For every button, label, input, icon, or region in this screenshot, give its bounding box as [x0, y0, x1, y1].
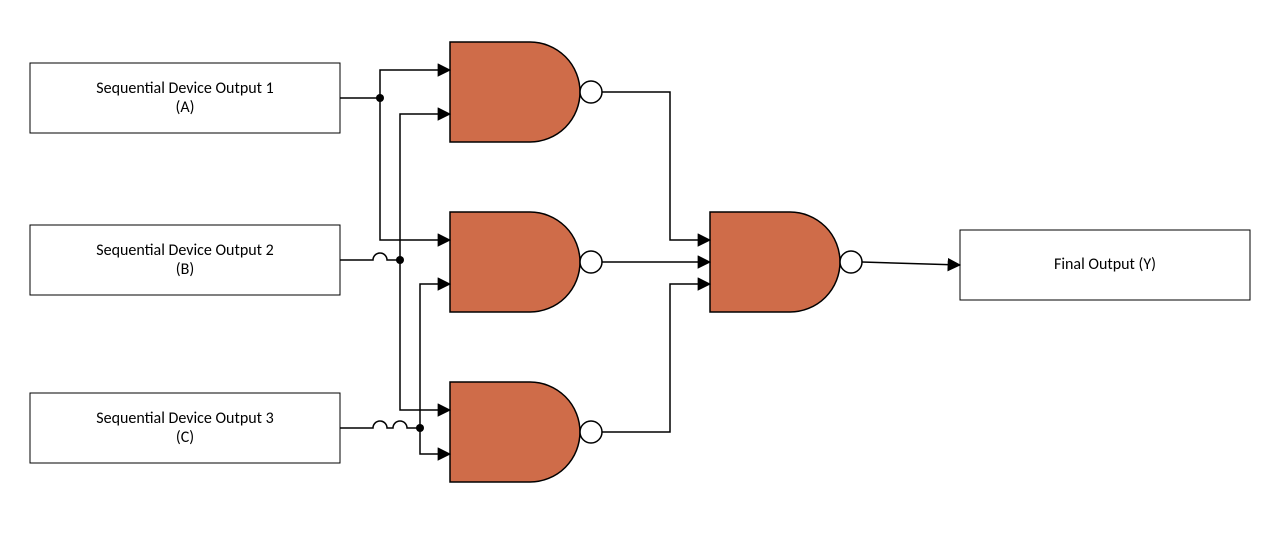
wire-g4-to-y	[862, 262, 960, 265]
wire-b-to-g1	[400, 114, 450, 260]
input-a-line2: (A)	[176, 98, 195, 117]
input-c-line1: Sequential Device Output 3	[96, 409, 273, 428]
wire-b-stub	[340, 253, 400, 260]
input-a-line1: Sequential Device Output 1	[96, 79, 273, 98]
wire-c-stub	[340, 421, 420, 428]
input-box-a: Sequential Device Output 1 (A)	[30, 63, 340, 133]
input-b-line2: (B)	[176, 260, 194, 279]
wire-g1-to-g4	[602, 92, 710, 240]
nand-gate-g3	[450, 382, 602, 482]
wire-c-to-g2	[420, 284, 450, 428]
wire-b-to-g3	[400, 260, 450, 410]
input-box-b: Sequential Device Output 2 (B)	[30, 225, 340, 295]
nand-gate-g4	[710, 212, 862, 312]
input-b-line1: Sequential Device Output 2	[96, 241, 273, 260]
wire-a-to-g1	[380, 70, 450, 98]
wire-c-to-g3	[420, 428, 450, 454]
input-c-line2: (C)	[176, 428, 194, 447]
wire-a-to-g2	[380, 98, 450, 240]
nand-gate-g1	[450, 42, 602, 142]
input-box-c: Sequential Device Output 3 (C)	[30, 393, 340, 463]
output-y-label: Final Output (Y)	[1054, 255, 1156, 274]
nand-gate-g2	[450, 212, 602, 312]
output-box-y: Final Output (Y)	[960, 230, 1250, 300]
wire-g3-to-g4	[602, 284, 710, 432]
